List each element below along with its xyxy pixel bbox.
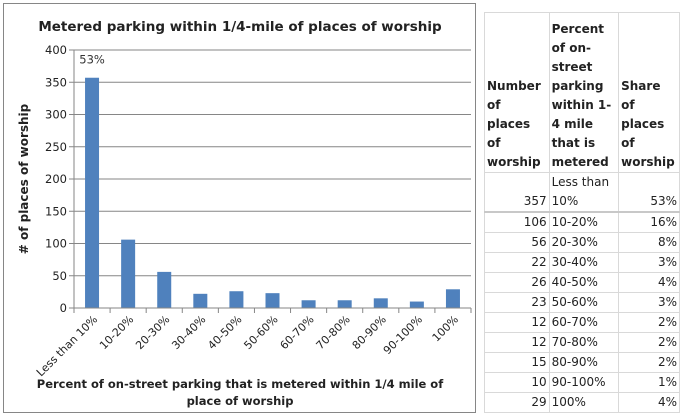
x-axis-label-line-1: Percent of on-street parking that is met… bbox=[37, 377, 444, 391]
bar-40-50- bbox=[229, 291, 244, 308]
bar-20-30- bbox=[157, 271, 172, 308]
chart: Metered parking within 1/4-mile of place… bbox=[3, 3, 476, 413]
cell-count: 106 bbox=[484, 211, 550, 233]
x-tick-label: 30-40% bbox=[169, 313, 208, 352]
cell-range: 50-60% bbox=[548, 292, 620, 313]
table-row: 12 60-70% 2% bbox=[484, 312, 680, 333]
table-row: 56 20-30% 8% bbox=[484, 232, 680, 253]
cell-range: 80-90% bbox=[548, 352, 620, 373]
data-table: Number of places of worship Percent of o… bbox=[484, 12, 680, 413]
cell-share: 2% bbox=[618, 312, 680, 333]
y-tick-label: 50 bbox=[52, 269, 67, 283]
cell-share: 2% bbox=[618, 352, 680, 373]
chart-title: Metered parking within 1/4-mile of place… bbox=[38, 19, 442, 35]
x-tick-label: 10-20% bbox=[97, 313, 136, 352]
x-tick-label: 70-80% bbox=[314, 313, 353, 352]
bar-50-60- bbox=[265, 293, 280, 308]
cell-count: 15 bbox=[484, 352, 550, 373]
cell-range: 60-70% bbox=[548, 312, 620, 333]
cell-share: 1% bbox=[618, 372, 680, 393]
table-row: 15 80-90% 2% bbox=[484, 352, 680, 373]
cell-share: 3% bbox=[618, 252, 680, 273]
header-range: Percent of on-street parking within 1-4 … bbox=[548, 12, 620, 173]
cell-count: 10 bbox=[484, 372, 550, 393]
cell-range: 70-80% bbox=[548, 332, 620, 353]
cell-count: 12 bbox=[484, 332, 550, 353]
table-row: 106 10-20% 16% bbox=[484, 211, 680, 233]
x-tick-label: 40-50% bbox=[205, 313, 244, 352]
cell-count: 23 bbox=[484, 292, 550, 313]
bar-70-80- bbox=[337, 300, 352, 308]
cell-share: 4% bbox=[618, 392, 680, 413]
table-row: 12 70-80% 2% bbox=[484, 332, 680, 353]
x-tick-label: Less than 10% bbox=[34, 313, 100, 379]
bar-10-20- bbox=[121, 239, 136, 308]
y-tick-label: 300 bbox=[45, 108, 67, 122]
cell-count: 12 bbox=[484, 312, 550, 333]
y-tick-label: 150 bbox=[45, 204, 67, 218]
data-label: 53% bbox=[79, 53, 105, 67]
cell-share: 4% bbox=[618, 272, 680, 293]
cell-count: 56 bbox=[484, 232, 550, 253]
bar-60-70- bbox=[301, 300, 316, 308]
bar-30-40- bbox=[193, 293, 208, 308]
cell-range: 90-100% bbox=[548, 372, 620, 393]
table-row: 357 Less than 10% 53% bbox=[484, 172, 680, 213]
y-tick-label: 200 bbox=[45, 172, 67, 186]
cell-count: 26 bbox=[484, 272, 550, 293]
bar-90-100- bbox=[409, 301, 424, 308]
bar-80-90- bbox=[373, 298, 388, 308]
bar-chart-svg: Metered parking within 1/4-mile of place… bbox=[17, 19, 472, 408]
x-axis-label-line-2: place of worship bbox=[187, 394, 294, 408]
cell-count: 22 bbox=[484, 252, 550, 273]
x-tick-label: 100% bbox=[430, 313, 461, 344]
y-axis-label: # of places of worship bbox=[17, 103, 31, 254]
table-row: 26 40-50% 4% bbox=[484, 272, 680, 293]
cell-share: 16% bbox=[618, 211, 680, 233]
cell-share: 53% bbox=[618, 172, 680, 213]
table-row: 23 50-60% 3% bbox=[484, 292, 680, 313]
cell-share: 8% bbox=[618, 232, 680, 253]
x-tick-label: 60-70% bbox=[278, 313, 317, 352]
table-row: 22 30-40% 3% bbox=[484, 252, 680, 273]
cell-range: Less than 10% bbox=[548, 172, 620, 213]
header-share: Share of places of worship bbox=[618, 12, 680, 173]
table-row: 29 100% 4% bbox=[484, 392, 680, 413]
cell-range: 100% bbox=[548, 392, 620, 413]
table-header-row: Number of places of worship Percent of o… bbox=[484, 12, 680, 173]
x-tick-label: 90-100% bbox=[381, 313, 425, 357]
bar-less-than-10- bbox=[85, 77, 100, 308]
y-tick-label: 0 bbox=[60, 301, 67, 315]
header-count: Number of places of worship bbox=[484, 12, 550, 173]
cell-range: 10-20% bbox=[548, 211, 620, 233]
cell-count: 29 bbox=[484, 392, 550, 413]
y-tick-label: 250 bbox=[45, 140, 67, 154]
y-tick-label: 100 bbox=[45, 237, 67, 251]
bar-100- bbox=[445, 289, 460, 308]
cell-share: 2% bbox=[618, 332, 680, 353]
cell-range: 30-40% bbox=[548, 252, 620, 273]
x-tick-label: 50-60% bbox=[241, 313, 280, 352]
cell-count: 357 bbox=[484, 172, 550, 213]
table-row: 10 90-100% 1% bbox=[484, 372, 680, 393]
x-tick-label: 20-30% bbox=[133, 313, 172, 352]
y-tick-label: 350 bbox=[45, 75, 67, 89]
cell-range: 40-50% bbox=[548, 272, 620, 293]
cell-range: 20-30% bbox=[548, 232, 620, 253]
cell-share: 3% bbox=[618, 292, 680, 313]
y-tick-label: 400 bbox=[45, 43, 67, 57]
